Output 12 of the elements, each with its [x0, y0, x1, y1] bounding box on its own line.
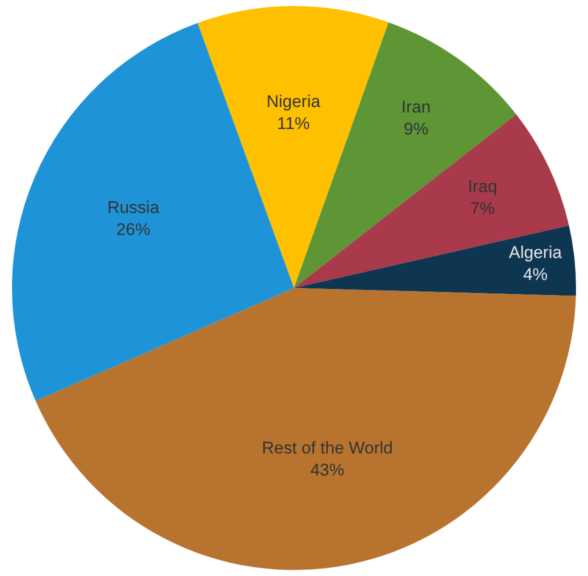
- slice-label: Algeria: [508, 243, 562, 262]
- slice-label: Rest of the World: [262, 438, 393, 458]
- slice-label: Russia: [107, 198, 160, 217]
- data-label: 7%: [470, 199, 495, 218]
- data-label: 11%: [277, 114, 310, 133]
- data-label: 26%: [116, 220, 150, 239]
- data-label: 9%: [404, 119, 428, 138]
- data-label: 43%: [310, 460, 344, 480]
- data-label: 4%: [523, 265, 548, 284]
- slice-label: Iraq: [468, 177, 498, 196]
- slice-label: Iran: [401, 97, 431, 116]
- slice-label: Nigeria: [266, 92, 321, 111]
